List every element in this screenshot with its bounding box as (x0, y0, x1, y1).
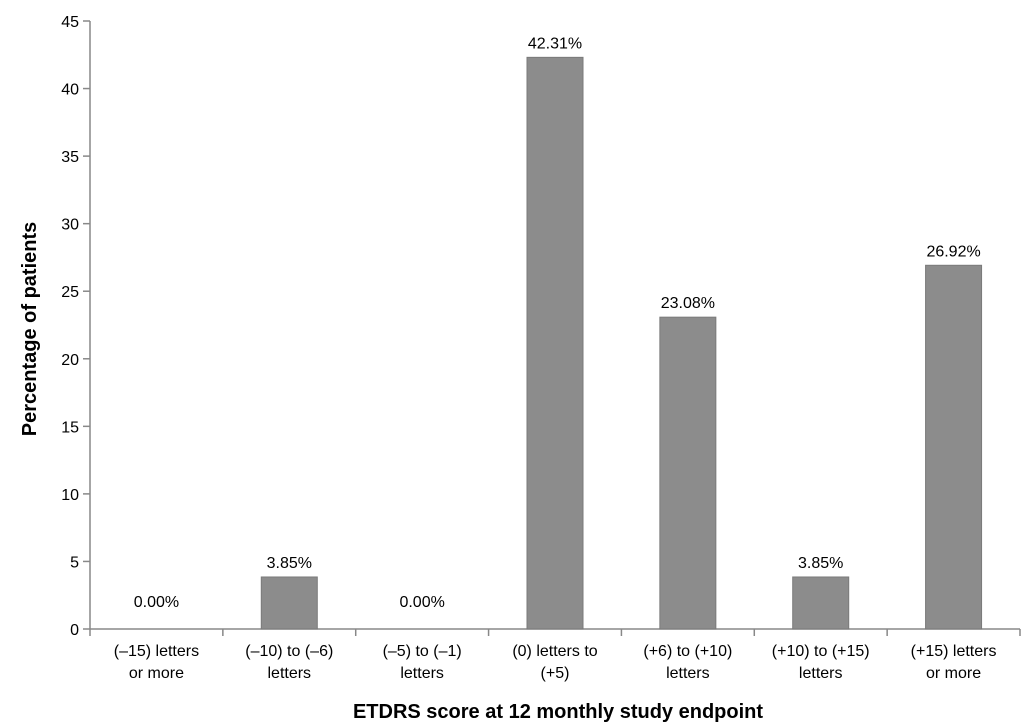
data-label: 3.85% (267, 555, 312, 572)
x-category-label: letters (799, 665, 843, 682)
x-axis-title: ETDRS score at 12 monthly study endpoint (353, 701, 763, 723)
data-label: 3.85% (798, 555, 843, 572)
x-category-label: (0) letters to (512, 643, 597, 660)
data-label: 26.92% (926, 243, 980, 260)
x-category-label: (+10) to (+15) (772, 643, 870, 660)
y-axis-title: Percentage of patients (19, 222, 41, 437)
x-category-label: (–10) to (–6) (245, 643, 333, 660)
x-axis: (–15) letters or more (–10) to (–6) letters… (89, 628, 1021, 682)
bar (260, 576, 318, 630)
x-category-label: (–5) to (–1) (383, 643, 462, 660)
y-tick-label: 5 (70, 554, 79, 571)
x-category-label: (–15) letters (114, 643, 199, 660)
y-tick-label: 15 (61, 419, 79, 436)
x-category-label: (+6) to (+10) (643, 643, 732, 660)
y-tick-label: 40 (61, 82, 79, 99)
y-tick-label: 45 (61, 14, 79, 31)
bar (659, 316, 717, 630)
data-label: 23.08% (661, 295, 715, 312)
x-category-label: or more (926, 665, 981, 682)
bar (526, 56, 584, 630)
y-tick-label: 25 (61, 284, 79, 301)
y-tick-label: 20 (61, 352, 79, 369)
bar (925, 264, 983, 630)
y-axis: 0 5 10 15 20 25 30 35 40 45 (61, 14, 91, 639)
y-tick-label: 30 (61, 217, 79, 234)
y-tick-label: 0 (70, 622, 79, 639)
y-tick-label: 35 (61, 149, 79, 166)
y-tick-label: 10 (61, 487, 79, 504)
x-category-label: letters (666, 665, 710, 682)
data-label: 42.31% (528, 35, 582, 52)
x-category-label: or more (129, 665, 184, 682)
x-category-label: (+15) letters (911, 643, 997, 660)
bars (260, 56, 983, 630)
x-category-label: letters (267, 665, 311, 682)
data-labels: 0.00% 3.85% 0.00% 42.31% 23.08% 3.85% 26.92% (134, 35, 981, 611)
data-label: 0.00% (399, 594, 444, 611)
x-category-label: (+5) (541, 665, 570, 682)
x-category-label: letters (400, 665, 444, 682)
bar (792, 576, 850, 630)
data-label: 0.00% (134, 594, 179, 611)
